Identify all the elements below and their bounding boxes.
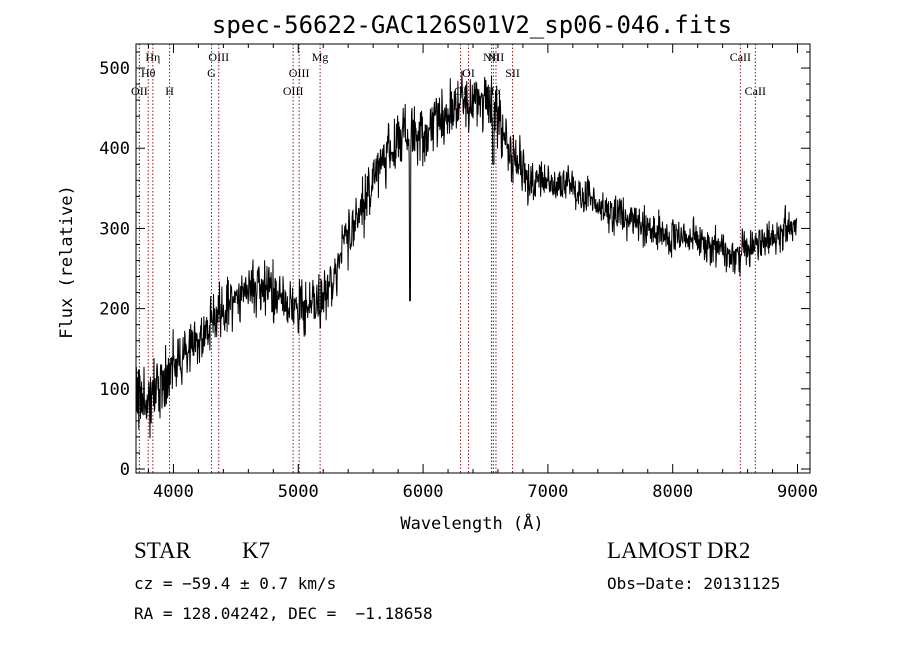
survey-name: LAMOST DR2: [607, 538, 751, 563]
line-marker-label: OIII: [289, 66, 310, 80]
x-tick-label: 5000: [278, 482, 319, 502]
redshift-cz: cz = −59.4 ± 0.7 km/s: [134, 574, 337, 593]
spectrum-line: [135, 70, 798, 439]
spectrum-series: [135, 70, 798, 439]
x-tick-label: 4000: [153, 482, 194, 502]
y-tick-label: 400: [99, 139, 130, 159]
line-marker-label: NII: [483, 50, 500, 64]
line-markers: OIIHηHθHOIIIGOIIIOIIIMgOIOINIINIIHαSIICa…: [131, 44, 766, 473]
line-marker-label: CaII: [745, 84, 766, 98]
line-marker-label: NII: [488, 50, 505, 64]
y-tick-label: 100: [99, 380, 130, 400]
y-tick-label: 200: [99, 300, 130, 320]
line-marker-label: OIII: [283, 84, 304, 98]
y-tick-label: 500: [99, 59, 130, 79]
x-axis-label: Wavelength (Å): [400, 512, 543, 534]
line-marker-label: SII: [505, 66, 520, 80]
x-tick-label: 7000: [527, 482, 568, 502]
y-tick-label: 300: [99, 219, 130, 239]
line-marker-label: G: [207, 66, 216, 80]
x-tick-label: 8000: [652, 482, 693, 502]
chart-title: spec-56622-GAC126S01V2_sp06-046.fits: [212, 11, 732, 39]
line-marker-label: CaII: [730, 50, 751, 64]
object-class: STAR: [134, 538, 191, 563]
line-marker-label: H: [165, 84, 174, 98]
y-tick-label: 0: [120, 460, 130, 480]
line-marker-label: OI: [462, 66, 475, 80]
x-tick-label: 6000: [403, 482, 444, 502]
line-marker-label: Mg: [312, 50, 329, 64]
x-axis: 4000 5000 6000 7000 8000 9000: [147, 44, 818, 502]
line-marker-label: OIII: [208, 50, 229, 64]
x-tick-label: 9000: [777, 482, 818, 502]
line-marker-label: OII: [131, 84, 148, 98]
observation-date: Obs−Date: 20131125: [607, 574, 781, 593]
object-subclass: K7: [242, 538, 271, 563]
line-marker-label: Hθ: [141, 66, 156, 80]
y-axis: 0 100 200 300 400 500: [99, 51, 810, 480]
y-axis-label: Flux (relative): [57, 185, 77, 339]
line-marker-label: Hη: [145, 50, 160, 64]
coordinates: RA = 128.04242, DEC = −1.18658: [134, 604, 433, 623]
